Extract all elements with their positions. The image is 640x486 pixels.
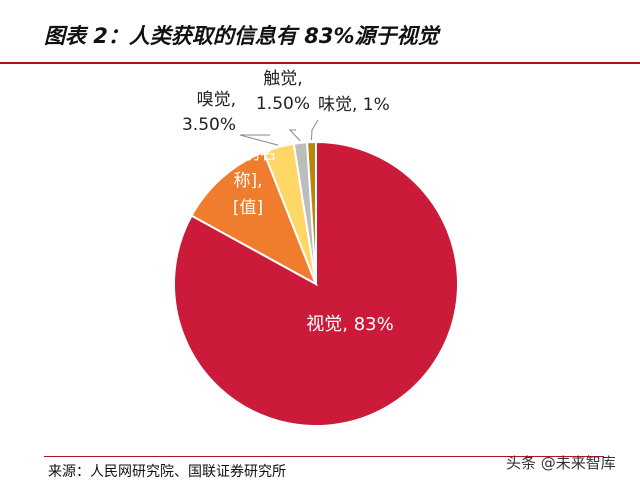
data-label-1: [类别名称], [值]	[219, 144, 277, 218]
chart-title: 图表 2：人类获取的信息有 83%源于视觉	[44, 24, 439, 48]
leader-line-4	[310, 119, 319, 141]
leader-lines	[239, 119, 319, 146]
pie-slice-1	[190, 150, 318, 287]
pie-slice-4	[306, 140, 317, 285]
watermark: 头条 @未来智库	[506, 454, 616, 472]
footer-divider	[44, 456, 604, 457]
pie-chart: 视觉, 83% [类别名称], [值] 嗅觉, 3.50% 触觉, 1.50% 味觉, 1%	[173, 69, 459, 427]
title-bar: 图表 2：人类获取的信息有 83%源于视觉	[0, 0, 640, 64]
data-label-2: 嗅觉, 3.50%	[182, 90, 236, 135]
data-label-3: 触觉, 1.50%	[256, 69, 310, 114]
source-note: 来源：人民网研究院、国联证券研究所	[48, 464, 286, 480]
leader-line-2	[239, 134, 279, 146]
leader-line-3	[288, 129, 301, 142]
pie-slices	[173, 140, 459, 427]
data-labels: 视觉, 83% [类别名称], [值] 嗅觉, 3.50% 触觉, 1.50% 味觉, 1%	[182, 69, 394, 335]
data-label-0: 视觉, 83%	[306, 314, 393, 335]
data-label-4: 味觉, 1%	[318, 95, 390, 115]
